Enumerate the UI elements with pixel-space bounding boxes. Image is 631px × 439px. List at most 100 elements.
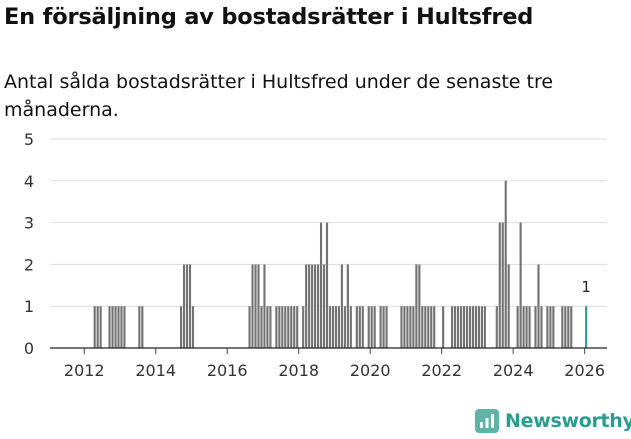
data-label: 1 (581, 278, 591, 296)
bar (483, 306, 486, 348)
bar (254, 264, 257, 348)
bar (93, 306, 96, 348)
bar (495, 306, 498, 348)
bar (179, 306, 183, 348)
bar (462, 306, 466, 348)
bar (340, 264, 343, 348)
bar (322, 264, 326, 348)
bar (293, 306, 296, 348)
x-tick-label: 2026 (564, 361, 605, 380)
bar (355, 306, 358, 348)
bar (424, 306, 427, 348)
bar (257, 264, 260, 348)
bar (546, 306, 549, 348)
bar (480, 306, 483, 348)
bar (346, 264, 349, 348)
bar (185, 264, 189, 348)
bar (406, 306, 409, 348)
bar (471, 306, 475, 348)
bar (373, 306, 376, 348)
bar (358, 306, 361, 348)
bar (451, 306, 454, 348)
bar (343, 306, 346, 348)
brand-logo: Newsworthy (475, 409, 631, 433)
bar (528, 306, 531, 348)
bar (325, 222, 329, 348)
bar (296, 306, 299, 348)
bar (305, 264, 308, 348)
bar (468, 306, 472, 348)
bar (287, 306, 290, 348)
bar (331, 306, 335, 348)
bar (537, 264, 540, 348)
chart-subtitle: Antal sålda bostadsrätter i Hultsfred un… (4, 71, 554, 121)
y-tick-label: 2 (24, 255, 34, 274)
bar (412, 306, 415, 348)
x-tick-label: 2016 (207, 361, 248, 380)
bar (275, 306, 278, 348)
bar (278, 306, 281, 348)
bar (567, 306, 570, 348)
bar (409, 306, 412, 348)
bar (442, 306, 445, 348)
bar (477, 306, 480, 348)
bar (534, 306, 537, 348)
bar (349, 306, 352, 348)
bar (263, 264, 266, 348)
bar (308, 264, 311, 348)
bar (302, 306, 305, 348)
y-tick-label: 0 (24, 339, 34, 358)
bar (418, 264, 421, 348)
y-tick-label: 1 (24, 297, 34, 316)
bar (457, 306, 460, 348)
y-tick-label: 5 (24, 130, 34, 149)
bar (248, 306, 251, 348)
bar (269, 306, 272, 348)
chart-title: En försäljning av bostadsrätter i Hultsf… (4, 4, 534, 30)
bar (459, 306, 463, 348)
bar (370, 306, 373, 348)
bar (337, 306, 340, 348)
bar (403, 306, 406, 348)
bar (290, 306, 293, 348)
y-tick-label: 4 (24, 172, 34, 191)
bar (361, 306, 364, 348)
bar (507, 264, 510, 348)
brand-name: Newsworthy (505, 410, 631, 432)
bar (421, 306, 424, 348)
bar (501, 222, 504, 348)
bar (522, 306, 525, 348)
bar (540, 306, 543, 348)
bar (561, 306, 564, 348)
bar (188, 264, 192, 348)
bar (415, 264, 418, 348)
bar (108, 306, 111, 348)
bar (334, 306, 338, 348)
bar (317, 264, 320, 348)
bar (504, 180, 507, 348)
bar (454, 306, 457, 348)
bar (191, 306, 195, 348)
bar (311, 264, 314, 348)
bar (498, 222, 501, 348)
bar (284, 306, 287, 348)
bar (111, 306, 114, 348)
bar (564, 306, 567, 348)
bar (474, 306, 478, 348)
x-tick-label: 2022 (421, 361, 462, 380)
bar (138, 306, 141, 348)
bar (328, 306, 332, 348)
bar (382, 306, 385, 348)
newsworthy-logo-icon (475, 409, 499, 433)
bar (552, 306, 555, 348)
bar (260, 306, 263, 348)
bar (379, 306, 382, 348)
bar (96, 306, 99, 348)
bar (319, 222, 323, 348)
bar (465, 306, 469, 348)
bar (570, 306, 573, 348)
bar (430, 306, 433, 348)
bar (281, 306, 284, 348)
bar (123, 306, 126, 348)
